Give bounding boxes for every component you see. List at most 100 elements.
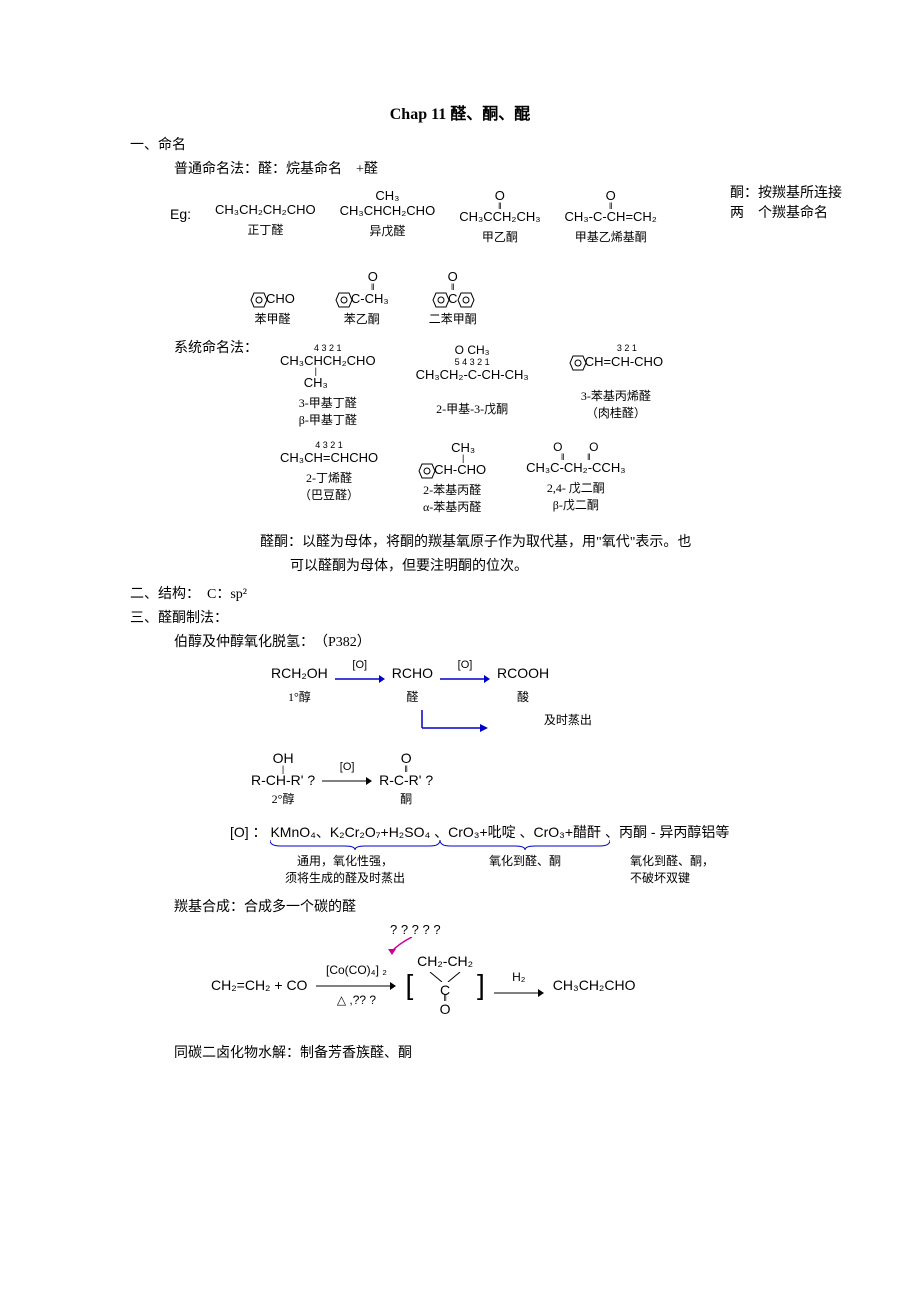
formula: CH₃CHCH₂CHO <box>340 203 436 218</box>
label-1alcohol: 1°醇 <box>270 687 329 706</box>
compound-3-methylbutanal: 4 3 2 1 CH₃CHCH₂CHO | CH₃ 3-甲基丁醛 β-甲基丁醛 <box>280 343 376 428</box>
brace-icon <box>270 840 440 850</box>
scheme3-midtop: CH₂-CH₂ <box>417 953 473 969</box>
benzene-icon <box>432 292 448 306</box>
arrow-label: [O] <box>335 659 385 671</box>
benzene-icon <box>250 292 266 306</box>
label-2alcohol: 2°醇 <box>250 789 316 808</box>
formula: CH₃C-CH₂-CCH₃ <box>526 460 625 475</box>
compound-name: 苯甲醛 <box>250 310 295 327</box>
compound-n-butanal: CH₃CH₂CH₂CHO 正丁醛 <box>215 188 316 238</box>
sub3: 同碳二卤化物水解：制备芳香族醛、酮 <box>130 1042 790 1062</box>
locants: 4 3 2 1 <box>280 343 376 353</box>
scheme1-right: RCOOH <box>496 659 550 687</box>
compound-name: 二苯甲酮 <box>429 310 477 327</box>
compound-mvk: O ‖ CH₃-C-CH=CH₂ 甲基乙烯基酮 <box>565 188 657 245</box>
formula: CH₃CH₂-C-CH-CH₃ <box>416 367 529 382</box>
catalyst: [Co(CO)₄] ₂ <box>316 963 396 977</box>
compound-name-alt: （巴豆醛） <box>280 486 378 503</box>
compound-name: 2-甲基-3-戊酮 <box>416 400 529 417</box>
sub: CH₃ <box>256 375 376 390</box>
g2-note: 氧化到醛、酮 <box>450 852 600 869</box>
compound-name-alt: α-苯基丙醛 <box>418 498 486 515</box>
g3-note2: 不破坏双键 <box>630 869 750 886</box>
compound-benzaldehyde: CHO 苯甲醛 <box>250 290 295 327</box>
compound-name: 异戊醛 <box>340 222 436 239</box>
aldket-note-2: 可以醛酮为母体，但要注明酮的位次。 <box>290 555 790 575</box>
eg-label: Eg: <box>170 188 191 222</box>
formula: CH₃CH=CHCHO <box>280 450 378 465</box>
compound-name: 2,4- 戊二酮 <box>526 479 625 496</box>
suffix: C-CH₃ <box>351 291 389 306</box>
compound-methylethylketone: O ‖ CH₃CCH₂CH₃ 甲乙酮 <box>459 188 540 245</box>
conditions: △ ,?? ? <box>316 993 396 1007</box>
compound-2-methyl-3-pentanone: O CH₃ 5 4 3 2 1 CH₃CH₂-C-CH-CH₃ 2-甲基-3-戊… <box>416 343 529 417</box>
compound-name-alt: β-戊二酮 <box>526 496 625 513</box>
formula: CH₃CH₂CH₂CHO <box>215 202 316 217</box>
section3-heading: 三、醛酮制法： <box>130 607 790 627</box>
benzene-icon <box>569 355 585 369</box>
compound-name: 2-丁烯醛 <box>280 469 378 486</box>
scheme3-o: O <box>417 1001 473 1017</box>
label-ketone: 酮 <box>378 789 434 808</box>
aldket-note-1: 醛酮：以醛为母体，将酮的羰基氧原子作为取代基，用"氧代"表示。也 <box>260 531 790 551</box>
benzene-icon <box>418 463 434 477</box>
benzene-icon <box>335 292 351 306</box>
formula: CH₃CHCH₂CHO <box>280 353 376 368</box>
compound-name: 2-苯基丙醛 <box>418 481 486 498</box>
suffix: CHO <box>266 291 295 306</box>
scheme1-mid: RCHO <box>391 659 434 687</box>
compound-2-phenylpropanal: CH₃ | CH-CHO 2-苯基丙醛 α-苯基丙醛 <box>418 440 486 515</box>
steam-note: 及时蒸出 <box>544 713 592 727</box>
compound-name-alt: （肉桂醛） <box>569 404 663 421</box>
compound-acetophenone: O ‖ C-CH₃ 苯乙酮 <box>335 269 389 327</box>
section1-heading: 一、命名 <box>130 134 790 154</box>
formula: CH₃CCH₂CH₃ <box>459 209 540 224</box>
sub1: 伯醇及仲醇氧化脱氢： （P382） <box>130 631 790 651</box>
compound-name: 3-甲基丁醛 <box>280 394 376 411</box>
compound-name: 3-苯基丙烯醛 <box>569 387 663 404</box>
g1-note1: 通用，氧化性强， <box>270 852 420 869</box>
arrow-label: [O] <box>440 659 490 671</box>
locants: 4 3 2 1 <box>280 440 378 450</box>
formula: CH₃-C-CH=CH₂ <box>565 209 657 224</box>
locants: 3 2 1 <box>591 343 663 353</box>
arrow-label: [O] <box>322 761 372 773</box>
g1-note2: 须将生成的醛及时蒸出 <box>270 869 420 886</box>
h2-label: H₂ <box>494 970 544 984</box>
bracket-lines-icon <box>420 972 470 982</box>
formula: CH=CH-CHO <box>585 354 663 369</box>
compound-name: 甲乙酮 <box>459 228 540 245</box>
locants: 5 4 3 2 1 <box>416 357 529 367</box>
brace-icon <box>440 840 610 850</box>
arrow-icon <box>335 674 385 684</box>
compound-name: 苯乙酮 <box>335 310 389 327</box>
ketone-note: 酮：按羰基所连接两 个羰基命名 <box>730 182 850 222</box>
scheme3-unknown: ? ? ? ? ? <box>390 922 790 937</box>
formula: CH-CHO <box>434 462 486 477</box>
common-method: 普通命名法：醛：烷基命名 +醛 <box>130 158 790 178</box>
oxidant-g3: 、丙酮 - 异丙醇铝等 <box>605 824 729 840</box>
oxidant-prefix: [O] ： <box>230 824 267 840</box>
oxidant-g1: KMnO₄、K₂Cr₂O₇+H₂SO₄ <box>270 824 430 840</box>
page-title: Chap 11 醛、酮、醌 <box>130 100 790 124</box>
compound-name: 正丁醛 <box>215 221 316 238</box>
formula-top: CH₃ <box>340 188 436 203</box>
compound-isovaleraldehyde: CH₃ CH₃CHCH₂CHO 异戊醛 <box>340 188 436 239</box>
scheme2-left: R-CH-R' ? <box>251 772 315 788</box>
oxidant-g2: 、CrO₃+吡啶 、CrO₃+醋酐 <box>434 824 601 840</box>
g3-note1: 氧化到醛、酮， <box>630 852 750 869</box>
benzene-icon <box>457 292 473 306</box>
compound-crotonaldehyde: 4 3 2 1 CH₃CH=CHCHO 2-丁烯醛 （巴豆醛） <box>280 440 378 503</box>
scheme3-right: CH₃CH₂CHO <box>552 952 637 1018</box>
sub2: 羰基合成：合成多一个碳的醛 <box>130 896 790 916</box>
compound-name-alt: β-甲基丁醛 <box>280 411 376 428</box>
scheme1-left: RCH₂OH <box>270 659 329 687</box>
compound-benzophenone: O ‖ C 二苯甲酮 <box>429 269 477 327</box>
arrow-icon <box>316 982 396 990</box>
scheme3-left: CH₂=CH₂ + CO <box>210 952 308 1018</box>
o-top: O CH₃ <box>416 343 529 357</box>
label-aldehyde: 醛 <box>391 687 434 706</box>
arrow-down-right-icon <box>420 710 540 738</box>
compound-name: 甲基乙烯基酮 <box>565 228 657 245</box>
